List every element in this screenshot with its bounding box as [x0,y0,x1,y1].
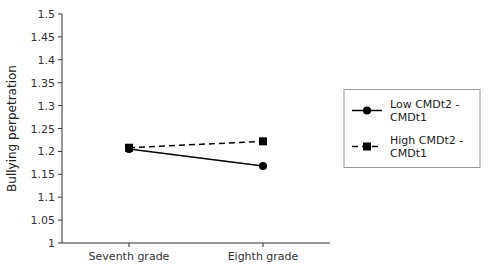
y-tick [58,82,62,83]
series-marker [125,144,133,152]
y-tick-label: 1 [48,237,55,250]
legend-label-line: CMDt1 [390,147,427,160]
y-tick [58,243,62,244]
plot-area [125,137,267,170]
legend-box [344,90,480,168]
y-axis-label: Bullying perpetration [5,65,19,192]
y-tick [58,36,62,37]
y-tick-label: 1.25 [31,123,56,136]
legend-marker [363,143,371,151]
y-tick [58,59,62,60]
x-axis-line [62,243,330,244]
chart-container: 1 1.05 1.1 1.15 1.2 1.25 1.3 1.35 1.4 1.45 1.5 Seve… [0,0,500,279]
y-tick-label: 1.35 [31,77,56,90]
series-line [129,149,263,166]
y-tick [58,128,62,129]
legend-label: High CMDt2 -CMDt1 [390,134,463,160]
chart-svg: 1 1.05 1.1 1.15 1.2 1.25 1.3 1.35 1.4 1.45 1.5 Seve… [0,0,500,279]
legend: Low CMDt2 -CMDt1High CMDt2 -CMDt1 [344,90,480,168]
y-tick [58,14,62,15]
y-tick [58,151,62,152]
y-tick-label: 1.4 [38,54,56,67]
y-tick-label: 1.2 [38,145,56,158]
legend-label-line: High CMDt2 - [390,134,463,147]
y-tick-label: 1.15 [31,168,56,181]
y-tick-label: 1.3 [38,100,56,113]
y-tick-label: 1.05 [31,214,56,227]
y-tick [58,174,62,175]
y-tick [58,220,62,221]
x-tick [129,243,130,247]
y-tick-label: 1.45 [31,31,56,44]
legend-label-line: Low CMDt2 - [390,98,460,111]
x-tick [263,243,264,247]
series-marker [259,162,267,170]
y-tick-label: 1.5 [38,8,56,21]
series-marker [259,137,267,145]
y-tick [58,197,62,198]
legend-label-line: CMDt1 [390,111,427,124]
legend-label: Low CMDt2 -CMDt1 [390,98,460,124]
y-tick-label: 1.1 [38,191,56,204]
legend-marker [363,107,371,115]
x-tick-label: Seventh grade [89,250,170,263]
x-tick-label: Eighth grade [228,250,299,263]
y-tick [58,105,62,106]
series-line [129,141,263,147]
